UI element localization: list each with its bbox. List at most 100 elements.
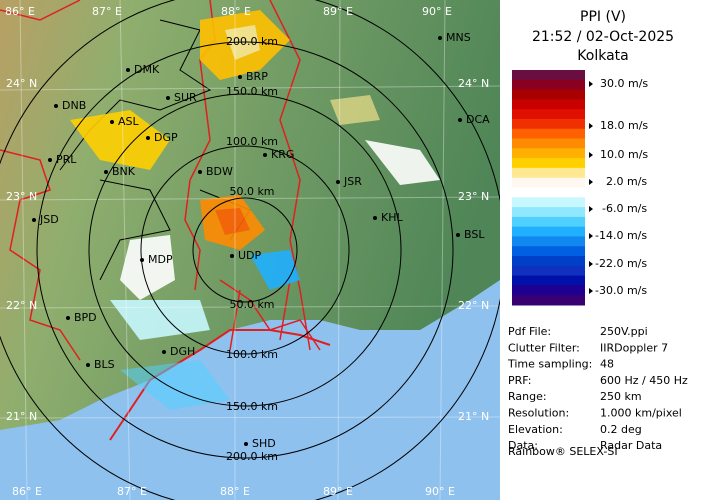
city-dot [86,363,90,367]
lat-label: 22° N [6,299,37,312]
info-value: 250 km [600,390,642,403]
scale-band [512,295,585,306]
city-dot [166,96,170,100]
info-key: Range: [508,390,547,403]
range-label: 200.0 km [226,450,278,463]
info-table: Pdf File: 250V.ppi Clutter Filter: IIRDoppl… [507,325,688,452]
city-dot [263,153,267,157]
scale-band [512,148,585,159]
river [219,279,321,351]
city-dot [238,75,242,79]
parallel [0,305,500,309]
scale-label: 30.0 m/s [600,77,648,90]
scale-band [512,128,585,140]
scale-label: 10.0 m/s [600,148,648,161]
meridian [19,0,28,500]
parallel [0,85,500,91]
scale-label: -30.0 m/s [595,284,647,297]
city-dot [146,136,150,140]
cities: MNS DMK BRP SUR DNB ASL DGP DCA KRG PRL BNK BDW JSR K… [32,31,490,450]
city-label: DGH [170,345,195,358]
city-label: JSR [343,175,362,188]
info-key: Resolution: [508,407,569,420]
city-dot [336,180,340,184]
city-label: DNB [62,99,86,112]
lon-label: 88° E [221,5,251,18]
city-label: SHD [252,437,276,450]
lon-label: 89° E [323,5,353,18]
range-label: 150.0 km [226,400,278,413]
range-label: 150.0 km [226,85,278,98]
scale-band [512,177,585,188]
lon-label: 90° E [425,485,455,498]
scale-band [512,138,585,149]
info-value: 48 [600,358,614,371]
city-dot [110,120,114,124]
range-label: 200.0 km [226,35,278,48]
info-key: Data: [508,439,538,452]
city-label: DMK [134,63,160,76]
lon-label: 88° E [220,485,250,498]
lat-label: 23° N [458,190,489,203]
color-scale [512,70,585,306]
scale-band [512,158,585,169]
scale-band [512,275,585,286]
info-key: Time sampling: [507,358,592,371]
border [269,0,311,351]
city-dot [162,350,166,354]
city-label: KHL [381,211,403,224]
city-label: BSL [464,228,485,241]
map: 50.0 km 100.0 km 150.0 km 200.0 km 50.0 … [0,0,500,500]
info-value: Radar Data [600,439,662,452]
lon-label: 89° E [323,485,353,498]
scale-band [512,89,585,100]
scale-band [512,256,585,267]
city-dot [32,218,36,222]
city-dot [66,316,70,320]
side-panel: PPI (V) 21:52 / 02-Oct-2025 Kolkata 30.0… [500,0,706,500]
lon-label: 86° E [12,485,42,498]
scale-label: -22.0 m/s [595,257,647,270]
city-dot [104,170,108,174]
footer: Rainbow® SELEX-SI [508,445,618,458]
scale-band [512,167,585,179]
info-value: 1.000 km/pixel [600,407,682,420]
info-value: 0.2 deg [600,423,642,436]
scale-band [512,226,585,237]
scale-band [512,285,585,296]
lat-label: 24° N [458,77,489,90]
info-key: Pdf File: [508,325,551,338]
range-ring [140,145,350,355]
scale-band [512,207,585,218]
city-dot [48,158,52,162]
city-label: BDW [206,165,233,178]
city-label: MNS [446,31,471,44]
range-rings [0,0,500,500]
info-value: 250V.ppi [600,325,648,338]
scale-label: 2.0 m/s [606,175,647,188]
sea [0,280,500,500]
scale-band [512,109,585,120]
info-key: Elevation: [508,423,563,436]
lat-label: 23° N [6,190,37,203]
scale-band [512,265,585,277]
range-label: 50.0 km [229,298,274,311]
range-ring [88,93,402,407]
meridian [337,0,341,500]
city-label: DCA [466,113,490,126]
scale-band [512,197,585,208]
city-label: BNK [112,165,136,178]
range-ring [36,41,454,459]
scale-band [512,216,585,228]
info-key: PRF: [508,374,531,387]
range-label: 100.0 km [226,135,278,148]
meridian [119,0,131,500]
info-value: IIRDoppler 7 [600,341,668,354]
city-label: ASL [118,115,140,128]
city-dot [198,170,202,174]
city-label: BLS [94,358,115,371]
city-dot [244,442,248,446]
scale-band [512,246,585,257]
city-dot [458,118,462,122]
